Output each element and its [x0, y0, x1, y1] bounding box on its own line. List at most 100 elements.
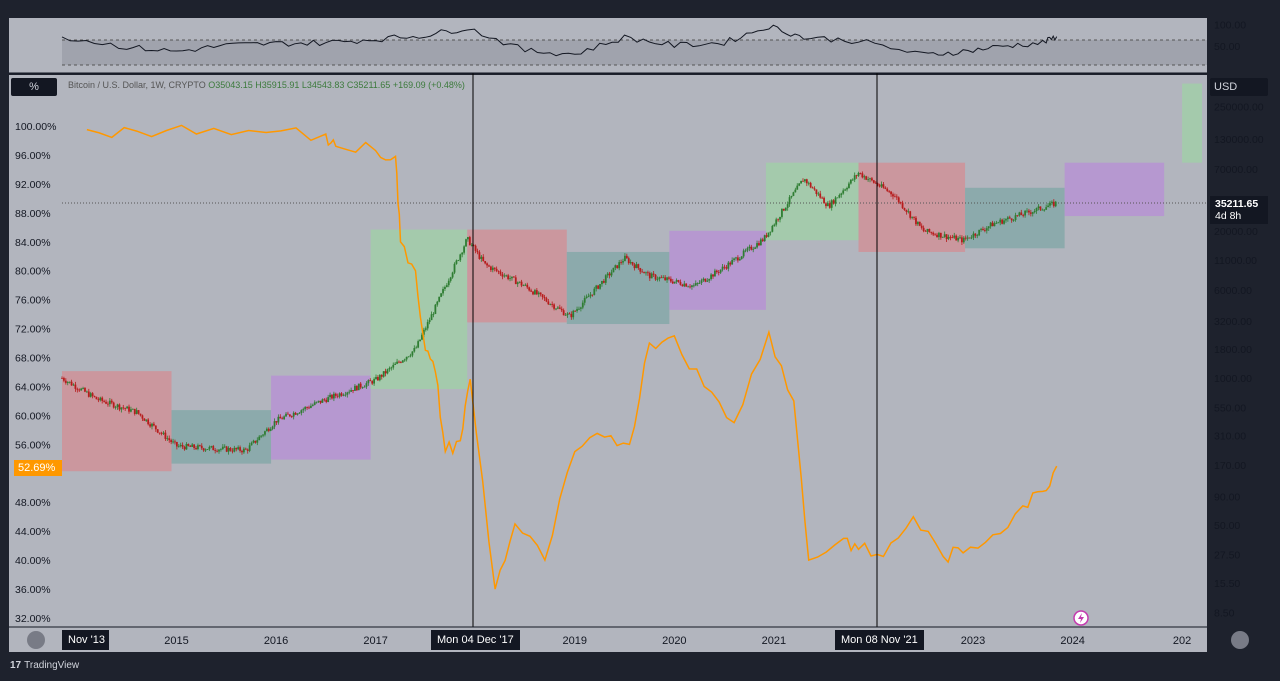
- candle-body: [966, 237, 969, 239]
- candle-body: [361, 387, 364, 389]
- candle-body: [177, 445, 180, 447]
- candle-body: [957, 237, 959, 241]
- candle-body: [264, 431, 266, 435]
- candle-body: [627, 258, 630, 264]
- candle-body: [89, 393, 92, 397]
- candle-body: [252, 440, 255, 443]
- candle-body: [449, 277, 452, 281]
- candle-body: [913, 216, 915, 218]
- candle-body: [99, 397, 102, 401]
- candle-body: [436, 301, 439, 305]
- candle-body: [166, 438, 169, 440]
- time-axis-bg: [9, 627, 1207, 652]
- price-tick-12: 170.00: [1214, 460, 1246, 472]
- candle-body: [880, 184, 883, 187]
- candle-body: [882, 184, 885, 188]
- candle-body: [145, 419, 148, 421]
- tradingview-logo[interactable]: 17 TradingView: [10, 660, 79, 671]
- candle-body: [897, 197, 900, 203]
- candle-body: [648, 272, 651, 279]
- percent-scale-button[interactable]: %: [11, 78, 57, 96]
- candle-body: [832, 200, 835, 204]
- candle-body: [539, 292, 542, 295]
- candle-body: [784, 207, 787, 211]
- candle-body: [775, 219, 778, 225]
- candle-body: [355, 385, 358, 391]
- candle-body: [76, 388, 79, 390]
- candle-body: [570, 313, 573, 318]
- candle-body: [951, 237, 954, 239]
- candle-body: [819, 193, 822, 198]
- candle-body: [467, 237, 469, 240]
- candle-body: [287, 413, 289, 415]
- candle-body: [599, 284, 601, 289]
- main-pane-bg: [9, 75, 1207, 627]
- candle-body: [790, 195, 793, 198]
- candle-body: [331, 394, 333, 399]
- candle-body: [869, 178, 871, 180]
- candle-body: [1022, 215, 1025, 216]
- candle-body: [597, 285, 600, 289]
- price-tick-1: 130000.00: [1214, 134, 1264, 146]
- candle-body: [80, 388, 83, 391]
- candle-body: [419, 339, 421, 342]
- candle-body: [844, 189, 847, 191]
- candle-body: [153, 423, 155, 426]
- candle-body: [744, 250, 747, 252]
- candle-body: [279, 416, 282, 419]
- candle-body: [637, 264, 640, 269]
- candle-body: [903, 208, 906, 210]
- candle-body: [394, 363, 397, 365]
- candle-body: [654, 274, 657, 280]
- candle-body: [930, 232, 933, 233]
- rsi-pane[interactable]: 100.00 50.00: [0, 0, 1280, 75]
- candle-body: [352, 390, 354, 391]
- candle-body: [962, 237, 965, 243]
- candle-body: [505, 275, 508, 277]
- candle-body: [488, 265, 490, 267]
- percent-tick-16: 36.00%: [15, 584, 51, 596]
- candle-body: [895, 196, 898, 198]
- candle-body: [220, 448, 222, 450]
- candle-body: [549, 304, 552, 305]
- candle-body: [995, 222, 998, 224]
- candle-body: [459, 254, 462, 261]
- candle-body: [740, 256, 743, 259]
- candle-body: [124, 407, 127, 409]
- scroll-left-icon[interactable]: [27, 631, 45, 649]
- percent-tick-7: 72.00%: [15, 324, 51, 336]
- candle-body: [631, 262, 634, 265]
- time-tick-6: 2020: [662, 635, 686, 647]
- candle-body: [641, 271, 644, 273]
- candle-body: [568, 313, 571, 315]
- zone-bear-0: [62, 371, 172, 472]
- candle-body: [848, 183, 850, 189]
- candle-body: [135, 410, 138, 414]
- price-tick-8: 1800.00: [1214, 344, 1252, 356]
- candle-body: [677, 280, 680, 282]
- candle-body: [417, 341, 420, 348]
- candle-body: [130, 409, 132, 412]
- candle-body: [292, 412, 295, 417]
- candle-body: [275, 421, 278, 423]
- candle-body: [620, 262, 622, 263]
- candle-body: [782, 208, 785, 211]
- percent-tick-14: 44.00%: [15, 526, 51, 538]
- candle-body: [558, 307, 561, 309]
- candle-body: [922, 227, 925, 231]
- candle-body: [208, 446, 211, 450]
- candle-body: [493, 267, 496, 269]
- candle-body: [375, 377, 377, 380]
- candle-body: [972, 233, 975, 238]
- candle-body: [66, 382, 69, 383]
- percent-tick-13: 48.00%: [15, 497, 51, 509]
- candle-body: [237, 447, 240, 450]
- candle-body: [589, 294, 592, 297]
- candle-body: [189, 445, 192, 447]
- candle-body: [491, 267, 494, 271]
- currency-button[interactable]: USD: [1210, 78, 1268, 96]
- candle-body: [340, 393, 343, 396]
- candle-body: [813, 188, 816, 190]
- scroll-right-icon[interactable]: [1231, 631, 1249, 649]
